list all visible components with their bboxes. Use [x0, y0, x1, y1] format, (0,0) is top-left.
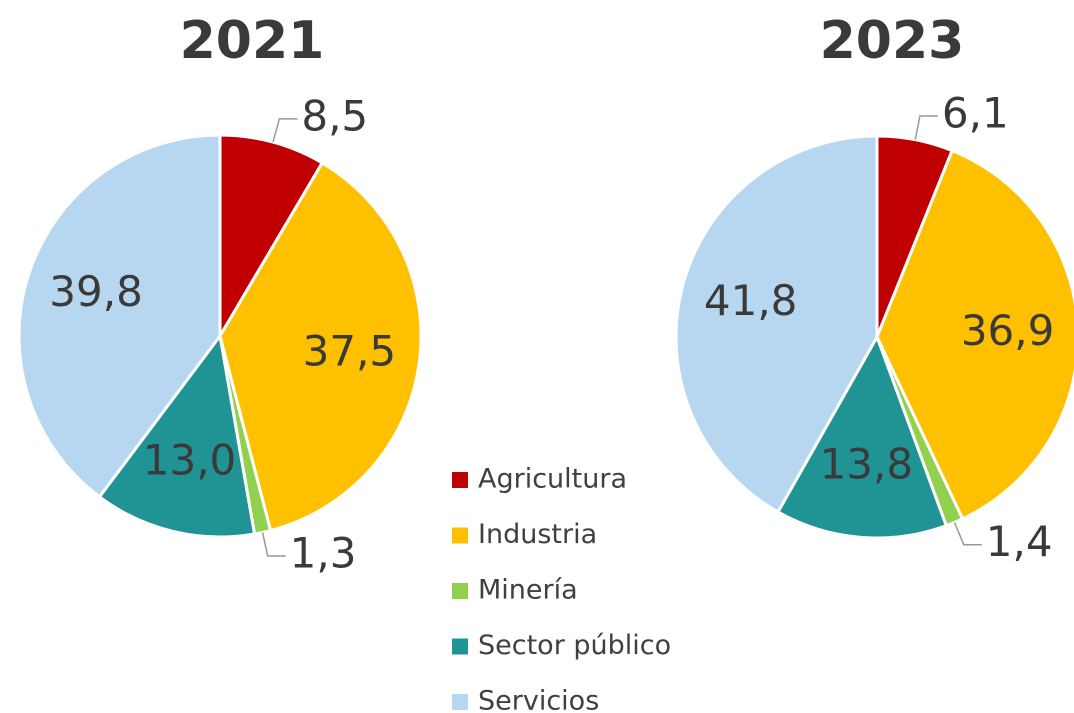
pie-slice — [875, 148, 1074, 521]
legend-swatch — [452, 638, 468, 655]
legend-label: Industria — [478, 519, 597, 550]
data-label: 37,5 — [303, 327, 397, 376]
leader-line — [272, 118, 298, 143]
data-label: 6,1 — [942, 89, 1009, 138]
pie-slice — [218, 160, 423, 533]
data-label: 36,9 — [961, 306, 1055, 355]
chart-title: 2021 — [180, 11, 325, 71]
leader-line — [261, 532, 286, 557]
pie-slice — [775, 333, 949, 540]
data-label: 8,5 — [301, 91, 368, 140]
pie-slice — [674, 134, 879, 514]
chart-title: 2023 — [820, 11, 965, 71]
data-label: 13,0 — [143, 436, 237, 485]
data-label: 41,8 — [704, 276, 798, 325]
legend-label: Agricultura — [478, 464, 627, 495]
legend-label: Sector público — [478, 630, 671, 661]
legend-swatch — [452, 583, 468, 599]
leader-line — [914, 115, 938, 140]
data-label: 1,3 — [290, 529, 357, 578]
pie-slice — [17, 133, 222, 499]
data-label: 39,8 — [49, 267, 143, 316]
legend-swatch — [452, 694, 468, 710]
legend-swatch — [452, 472, 468, 488]
legend-swatch — [452, 527, 468, 544]
legend-label: Servicios — [478, 686, 599, 713]
data-label: 1,4 — [986, 517, 1053, 566]
pie-slice — [97, 332, 257, 539]
leader-line — [953, 522, 982, 546]
data-label: 13,8 — [820, 440, 914, 489]
legend-label: Minería — [478, 575, 578, 606]
